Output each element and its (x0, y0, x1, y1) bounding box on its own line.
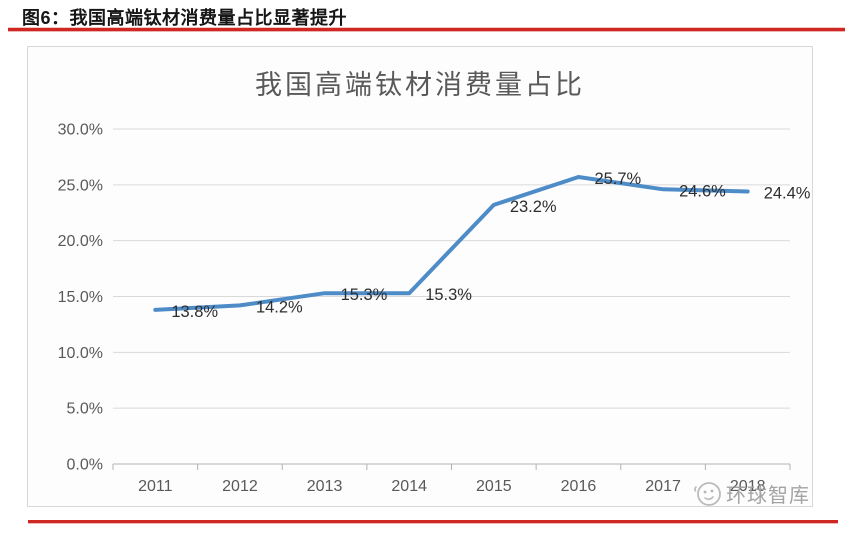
x-tick-label: 2012 (222, 478, 258, 495)
x-tick-label: 2015 (476, 478, 512, 495)
x-tick-label: 2018 (730, 478, 766, 495)
data-label: 24.4% (764, 185, 811, 203)
y-tick-label: 25.0% (58, 177, 103, 194)
chart-panel: 我国高端钛材消费量占比 0.0% 5.0% 10.0% 15.0% 20.0% 25.0%… (27, 46, 813, 507)
y-tick-label: 30.0% (58, 122, 103, 139)
x-tick-label: 2016 (561, 478, 597, 495)
data-label: 14.2% (256, 298, 303, 316)
y-tick-label: 5.0% (67, 401, 103, 418)
data-label: 24.6% (679, 182, 726, 200)
x-tick-label: 2013 (307, 478, 343, 495)
x-tick-label: 2017 (645, 478, 681, 495)
caption-underline-red (8, 28, 845, 31)
data-label: 13.8% (171, 303, 218, 321)
chart-title: 我国高端钛材消费量占比 (255, 70, 585, 100)
plot-area: 0.0% 5.0% 10.0% 15.0% 20.0% 25.0% 30.0% 2011 201… (58, 122, 811, 496)
bottom-rule-red (28, 520, 838, 523)
figure-caption: 图6：我国高端钛材消费量占比显著提升 (22, 8, 348, 28)
x-tick-label: 2011 (138, 478, 173, 495)
y-tick-label: 0.0% (67, 457, 103, 474)
data-label: 15.3% (341, 286, 388, 304)
y-tick-label: 15.0% (58, 289, 103, 306)
y-tick-label: 20.0% (58, 233, 103, 250)
data-label: 15.3% (425, 286, 472, 304)
data-label: 25.7% (594, 170, 641, 188)
x-tick-label: 2014 (391, 478, 427, 495)
y-tick-label: 10.0% (58, 345, 103, 362)
series-line (153, 175, 750, 312)
data-label: 23.2% (510, 198, 557, 216)
